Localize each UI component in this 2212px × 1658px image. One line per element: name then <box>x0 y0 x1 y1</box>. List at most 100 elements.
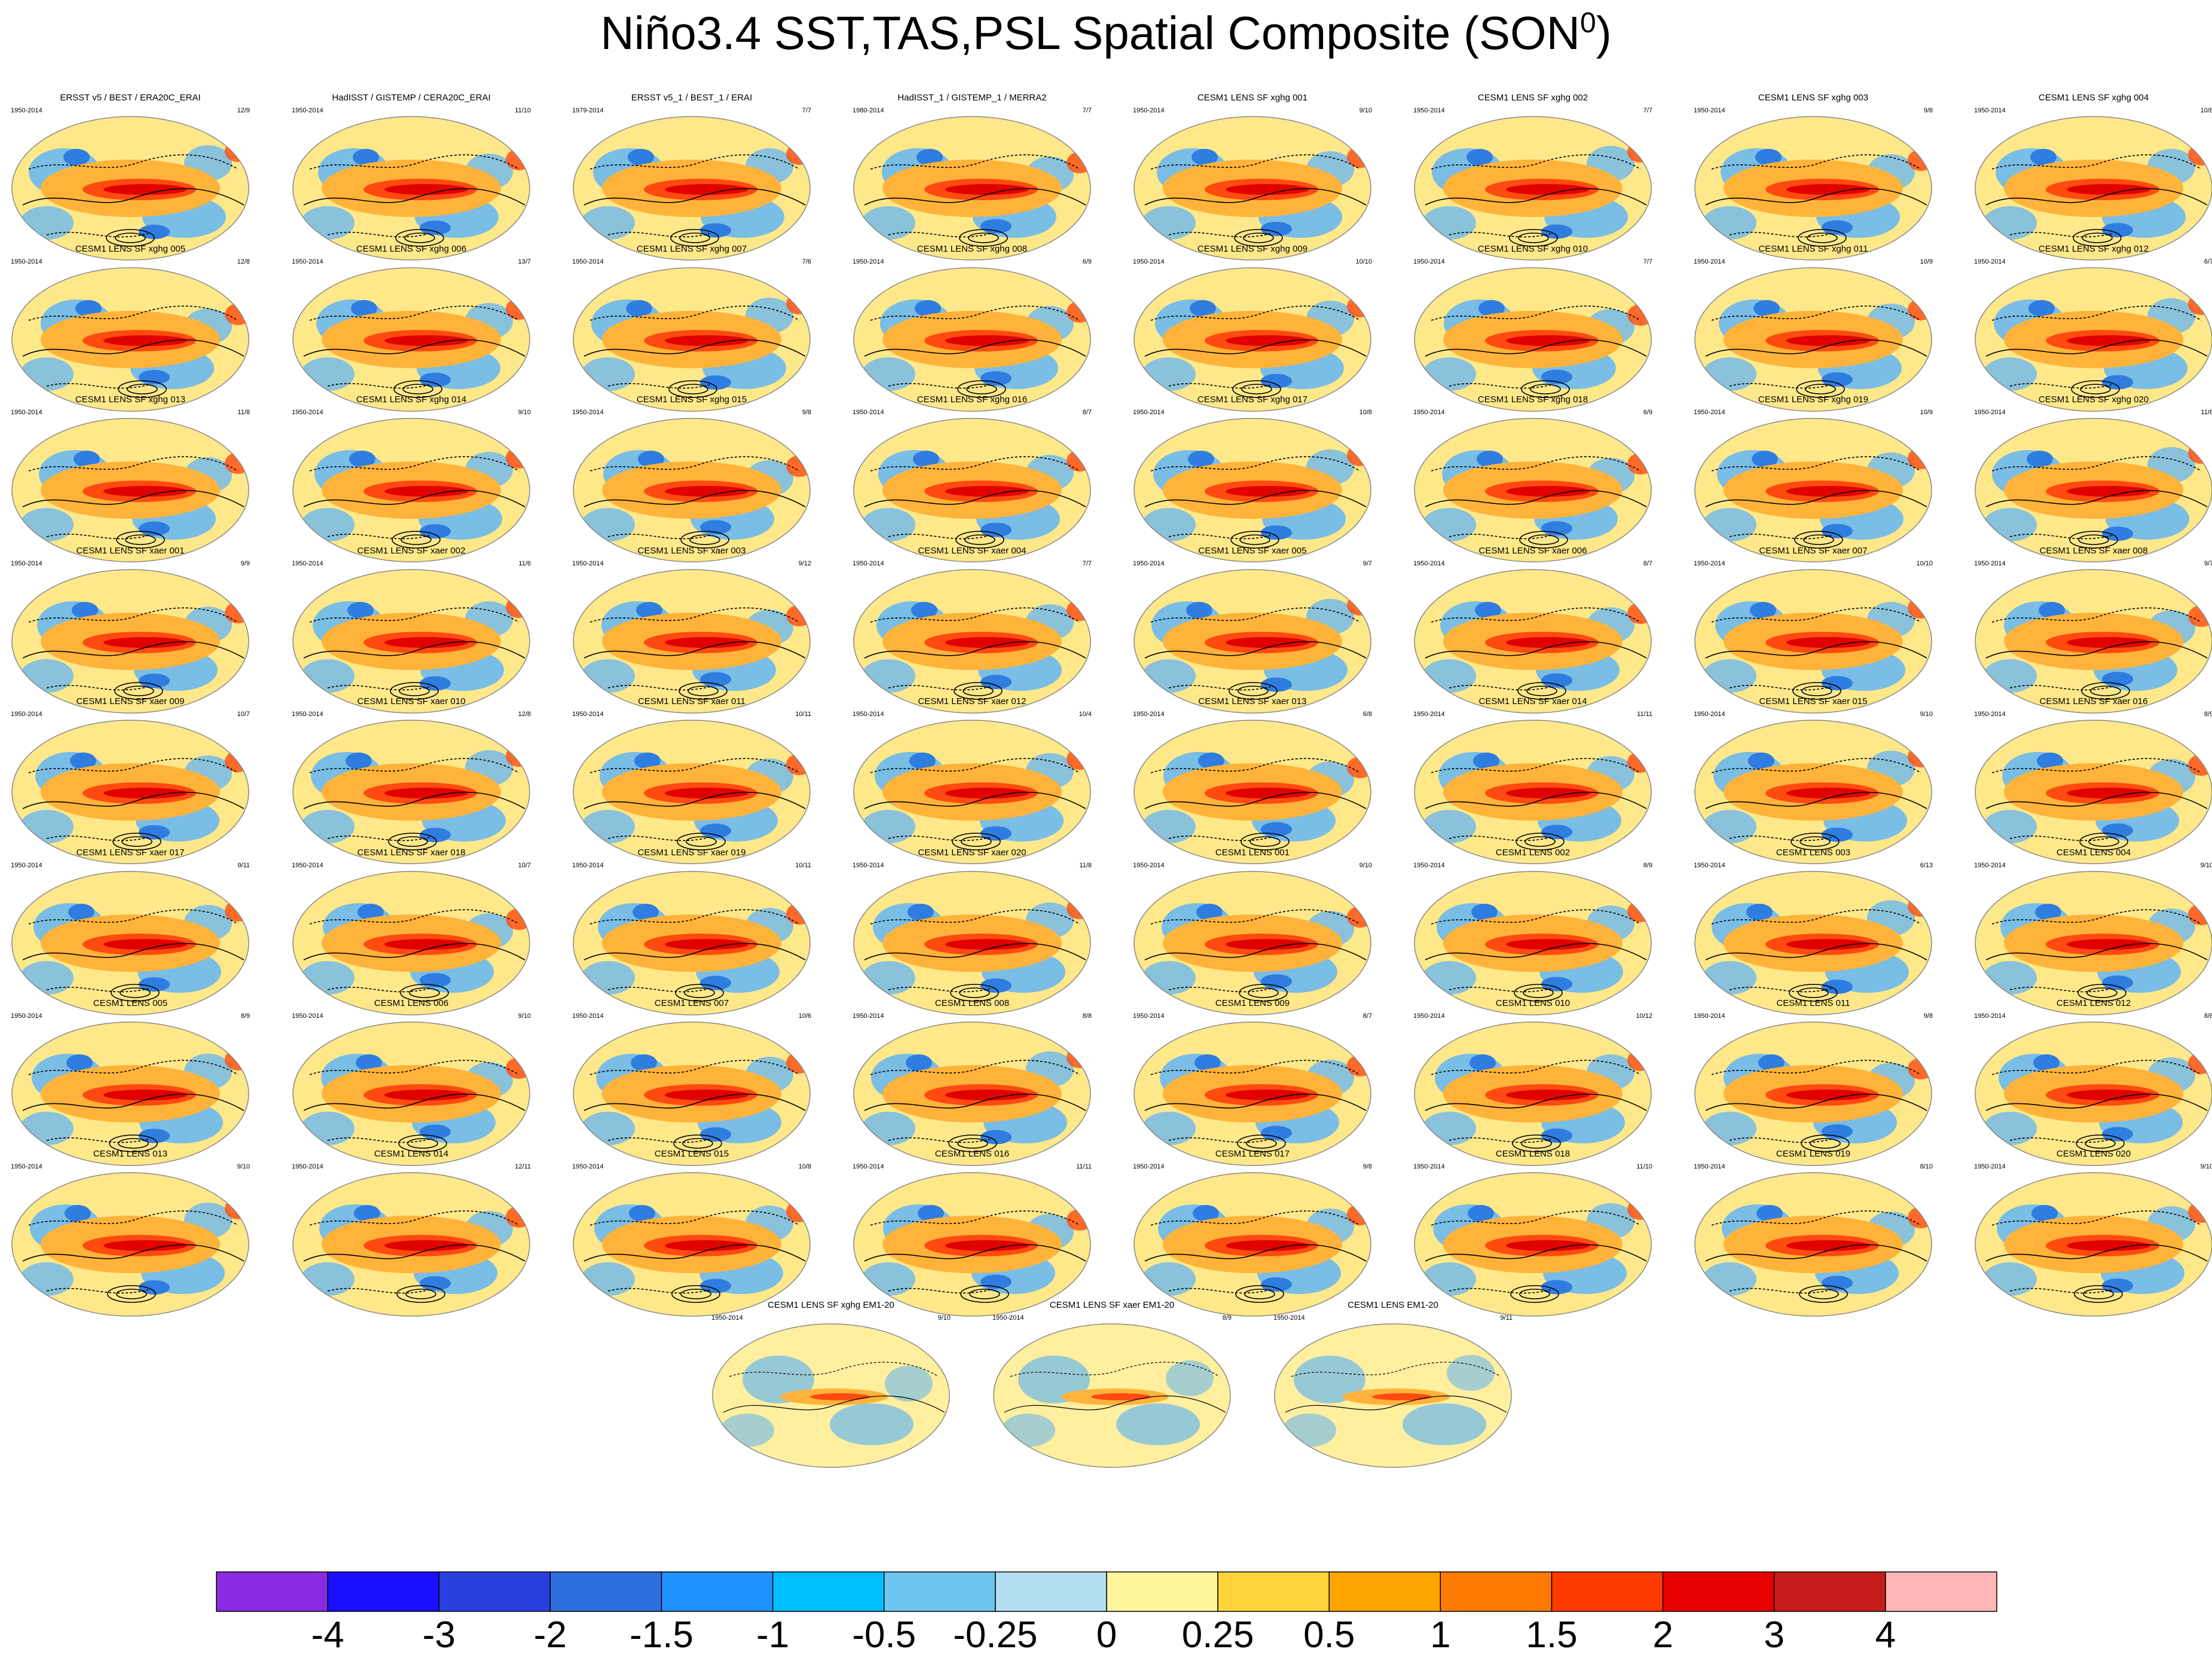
panel-event-count: 7/7 <box>802 107 811 114</box>
colorbar-box <box>1551 1571 1664 1612</box>
panel-event-count: 10/4 <box>1078 711 1092 718</box>
panel-years: 1950-2014 <box>1694 560 1725 567</box>
panel-event-count: 10/10 <box>1355 258 1372 265</box>
map-field <box>293 418 530 562</box>
globe-map <box>853 116 1091 261</box>
panel-event-count: 10/8 <box>2200 107 2212 114</box>
panel-title: CESM1 LENS SF xaer 001 <box>76 546 185 556</box>
panel-event-count: 7/6 <box>802 258 811 265</box>
psl-contours <box>303 305 525 398</box>
colorbar-box <box>772 1571 885 1612</box>
psl-contours <box>22 305 245 398</box>
panel-years: 1950-2014 <box>1413 107 1445 114</box>
psl-contours <box>864 607 1086 700</box>
panel-years: 1950-2014 <box>992 1314 1024 1321</box>
colorbar-tick-label: -1.5 <box>630 1614 693 1656</box>
panel-years: 1950-2014 <box>1133 258 1165 265</box>
globe-map <box>1694 871 1932 1015</box>
psl-contours <box>1705 758 1927 851</box>
psl-contours <box>1985 607 2208 700</box>
panel-years: 1950-2014 <box>853 1163 884 1170</box>
psl-contours <box>1705 154 1927 247</box>
map-field <box>1414 117 1651 260</box>
panel-title: CESM1 LENS SF xghg 004 <box>2038 93 2149 103</box>
colorbar-tick-label: 0 <box>1096 1614 1117 1656</box>
panel-title: CESM1 LENS SF xghg 003 <box>1758 93 1869 103</box>
panel-event-count: 11/8 <box>1079 862 1092 869</box>
panel-title: CESM1 LENS SF xghg 015 <box>636 394 747 405</box>
panel-years: 1950-2014 <box>572 862 604 869</box>
panel-years: 1950-2014 <box>1133 711 1165 718</box>
map-panel: CESM1 LENS SF xaer 016 1950-2014 8/9 <box>1968 696 2212 876</box>
panel-years: 1950-2014 <box>11 107 42 114</box>
map-panel: CESM1 LENS SF xghg 012 1950-2014 6/7 <box>1968 244 2212 423</box>
globe-map <box>11 1021 249 1166</box>
panel-event-count: 9/10 <box>2200 1163 2212 1170</box>
globe-map <box>1975 1021 2212 1166</box>
panel-years: 1950-2014 <box>1694 409 1725 416</box>
panel-title: CESM1 LENS 017 <box>1215 1149 1290 1159</box>
panel-years: 1950-2014 <box>572 560 604 567</box>
globe-map <box>1694 720 1932 864</box>
panel-title: CESM1 LENS SF xaer 006 <box>1478 546 1587 556</box>
globe-map <box>1975 871 2212 1015</box>
map-panel: CESM1 LENS 008 1950-2014 8/8 <box>847 998 1098 1177</box>
globe-map <box>292 116 530 261</box>
map-panel: CESM1 LENS SF xghg 004 1950-2014 10/8 <box>1968 93 2212 272</box>
psl-contours <box>864 1060 1086 1152</box>
map-field <box>854 1173 1090 1316</box>
map-panel: CESM1 LENS SF xaer 009 1950-2014 10/7 <box>5 696 256 876</box>
panel-event-count: 9/10 <box>518 409 531 416</box>
map-panel: CESM1 LENS SF xaer 002 1950-2014 11/6 <box>286 546 537 725</box>
panel-years: 1950-2014 <box>292 711 323 718</box>
globe-map <box>1694 267 1932 412</box>
psl-contours <box>22 1210 245 1303</box>
panel-title: CESM1 LENS SF xghg 009 <box>1197 244 1308 254</box>
panel-event-count: 10/7 <box>518 862 531 869</box>
psl-contours <box>864 758 1086 851</box>
panel-event-count: 9/12 <box>798 560 811 567</box>
panel-event-count: 9/10 <box>1920 711 1933 718</box>
panel-event-count: 10/7 <box>237 711 250 718</box>
panel-title: CESM1 LENS SF xaer 017 <box>76 848 185 858</box>
map-field <box>1414 570 1651 713</box>
globe-map <box>573 418 811 562</box>
globe-map <box>573 267 811 412</box>
colorbar-tick-label: 1.5 <box>1526 1614 1578 1656</box>
globe-map <box>1414 267 1652 412</box>
panel-years: 1950-2014 <box>1133 862 1165 869</box>
panel-title: CESM1 LENS SF xghg 008 <box>916 244 1028 254</box>
map-panel: CESM1 LENS EM1-20 1950-2014 9/11 <box>1267 1300 1519 1479</box>
psl-contours <box>303 456 525 549</box>
map-field <box>1134 720 1371 864</box>
map-field <box>1134 871 1371 1015</box>
psl-contours <box>864 909 1086 1002</box>
psl-contours <box>864 1210 1086 1303</box>
psl-contours <box>1144 154 1367 247</box>
globe-map <box>292 1172 530 1317</box>
psl-contours <box>303 1060 525 1152</box>
colorbar <box>216 1571 1997 1612</box>
map-panel: CESM1 LENS 020 1950-2014 9/10 <box>1968 1149 2212 1328</box>
globe-map <box>1694 116 1932 261</box>
map-panel: CESM1 LENS 018 1950-2014 11/10 <box>1407 1149 1658 1328</box>
panel-title: HadISST_1 / GISTEMP_1 / MERRA2 <box>897 93 1047 103</box>
psl-contours <box>22 456 245 549</box>
panel-event-count: 7/7 <box>1643 107 1652 114</box>
globe-map <box>1134 418 1371 562</box>
globe-map <box>1694 569 1932 714</box>
panel-event-count: 9/8 <box>1923 107 1933 114</box>
panel-title: CESM1 LENS EM1-20 <box>1348 1300 1438 1310</box>
panel-event-count: 7/7 <box>1643 258 1652 265</box>
panel-event-count: 7/7 <box>1082 560 1092 567</box>
panel-years: 1950-2014 <box>1974 107 2006 114</box>
panel-event-count: 8/7 <box>1362 1012 1372 1020</box>
panel-years: 1950-2014 <box>1413 1163 1445 1170</box>
panel-title: CESM1 LENS SF xaer 010 <box>357 696 466 706</box>
psl-contours <box>1144 456 1367 549</box>
colorbar-box <box>438 1571 551 1612</box>
map-field <box>573 268 810 411</box>
psl-contours <box>1144 607 1367 700</box>
psl-contours <box>1425 305 1647 398</box>
panel-event-count: 12/11 <box>515 1163 531 1170</box>
